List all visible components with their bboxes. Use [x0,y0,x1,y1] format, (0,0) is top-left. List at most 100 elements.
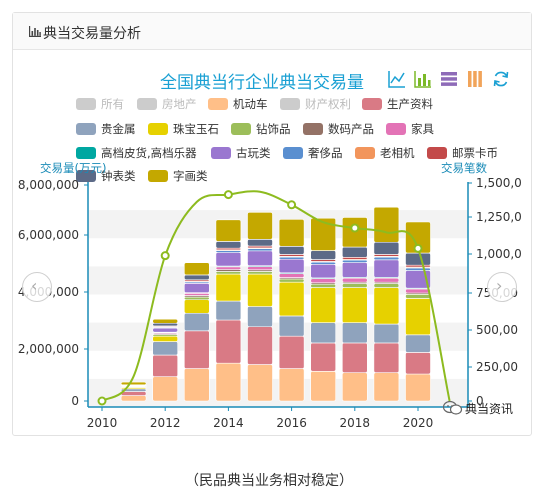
bar-segment[interactable] [310,217,337,251]
prev-button[interactable]: ‹ [22,272,52,302]
bar-segment[interactable] [341,342,368,373]
bar-segment[interactable] [341,246,368,258]
bar-segment[interactable] [184,292,210,296]
refresh-icon[interactable] [492,70,510,88]
bar-segment[interactable] [310,250,337,260]
bar-segment[interactable] [184,296,210,301]
bar-segment[interactable] [184,274,210,281]
bar-segment[interactable] [247,266,273,271]
bar-segment[interactable] [184,330,210,369]
bar-segment[interactable] [247,326,273,365]
bar-segment[interactable] [278,273,305,278]
bar-segment[interactable] [310,287,337,324]
bar-segment[interactable] [341,372,368,402]
bar-segment[interactable] [278,218,305,247]
bar-segment[interactable] [247,211,273,240]
line-point[interactable] [350,223,360,233]
bar-segment[interactable] [405,267,431,271]
x-tick-label: 2018 [340,416,371,430]
bar-segment[interactable] [247,248,273,252]
bar-segment[interactable] [215,300,242,321]
bar-segment[interactable] [247,238,273,247]
tiled-icon[interactable] [466,70,484,88]
bar-segment[interactable] [215,252,242,267]
bar-segment[interactable] [184,368,210,402]
bar-segment[interactable] [278,278,305,283]
bar-segment[interactable] [278,368,305,402]
bar-segment[interactable] [373,283,400,288]
bar-segment[interactable] [373,241,400,255]
bar-segment[interactable] [310,261,337,265]
bar-segment[interactable] [278,245,305,255]
line-chart-icon[interactable] [388,70,406,88]
bar-segment[interactable] [405,252,431,266]
bar-chart-icon[interactable] [414,70,432,88]
bar-segment[interactable] [310,370,337,402]
bar-segment[interactable] [152,335,178,342]
bar-segment[interactable] [405,294,431,299]
bar-segment[interactable] [215,362,242,402]
bar-segment[interactable] [405,334,431,353]
bar-segment[interactable] [152,354,178,378]
stack-icon[interactable] [440,70,458,88]
bar-segment[interactable] [247,273,273,307]
bar-segment[interactable] [341,262,368,278]
line-point[interactable] [287,200,297,210]
bar-segment[interactable] [373,259,400,278]
bar-segment[interactable] [215,219,242,242]
next-button[interactable]: › [487,272,517,302]
bar-segment[interactable] [341,283,368,288]
bar-segment[interactable] [184,299,210,314]
bar-segment[interactable] [215,273,242,302]
bar-segment[interactable] [152,376,178,402]
bar-segment[interactable] [341,287,368,324]
bar-segment[interactable] [373,372,400,402]
bar-segment[interactable] [215,271,242,275]
bar-segment[interactable] [373,206,400,243]
bar-segment[interactable] [373,277,400,283]
bar-segment[interactable] [152,322,178,327]
bar-segment[interactable] [152,341,178,356]
line-point[interactable] [413,243,423,253]
line-point[interactable] [160,251,170,261]
bar-segment[interactable] [120,381,147,386]
bar-segment[interactable] [152,327,178,333]
bar-segment[interactable] [120,395,147,402]
bar-segment[interactable] [278,281,305,317]
bar-segment[interactable] [341,277,368,283]
bar-segment[interactable] [405,352,431,375]
bar-segment[interactable] [310,322,337,344]
bar-segment[interactable] [247,306,273,328]
bar-segment[interactable] [247,271,273,275]
line-point[interactable] [97,396,107,406]
bar-segment[interactable] [152,318,178,324]
bar-segment[interactable] [373,256,400,261]
bar-segment[interactable] [373,342,400,373]
bar-segment[interactable] [310,283,337,288]
line-point[interactable] [223,190,233,200]
bar-segment[interactable] [405,221,431,254]
bar-segment[interactable] [278,256,305,260]
bar-segment[interactable] [278,315,305,337]
bar-segment[interactable] [120,391,147,396]
bar-segment[interactable] [373,323,400,344]
bar-segment[interactable] [278,258,305,274]
bar-segment[interactable] [310,342,337,372]
bar-segment[interactable] [405,288,431,294]
bar-segment[interactable] [310,278,337,284]
bar-segment[interactable] [247,250,273,267]
bar-segment[interactable] [247,364,273,402]
bar-segment[interactable] [341,322,368,344]
bar-segment[interactable] [310,264,337,279]
bar-segment[interactable] [215,241,242,249]
bar-segment[interactable] [184,282,210,294]
bar-segment[interactable] [405,298,431,336]
bar-segment[interactable] [278,335,305,369]
bar-segment[interactable] [341,259,368,263]
bar-segment[interactable] [184,262,210,276]
bar-segment[interactable] [215,266,242,270]
bar-segment[interactable] [373,287,400,325]
bar-segment[interactable] [405,373,431,402]
bar-segment[interactable] [215,319,242,364]
bar-segment[interactable] [184,312,210,332]
